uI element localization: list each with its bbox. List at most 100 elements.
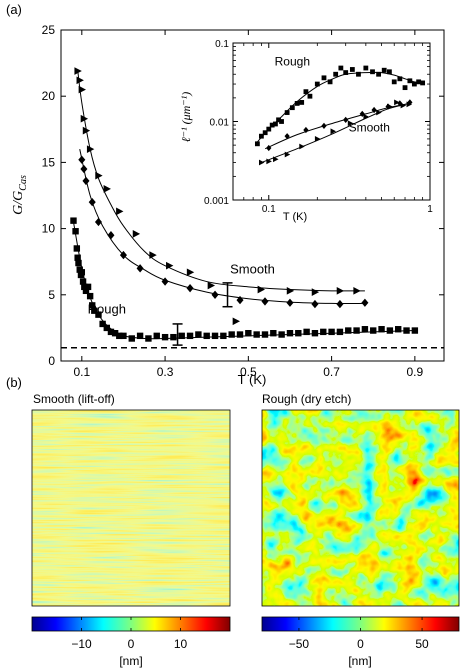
main-point-square	[170, 333, 177, 341]
main-annotation-rough: Rough	[88, 301, 126, 316]
inset-point-square	[420, 80, 426, 86]
main-point-square	[236, 331, 244, 338]
main-point-square	[75, 259, 82, 267]
main-point-square	[79, 278, 87, 285]
main-point-square	[203, 332, 210, 340]
inset-point-square	[294, 101, 300, 106]
inset-plot-frame	[232, 42, 431, 201]
main-x-tick-label: 0.5	[240, 365, 257, 379]
main-point-diamond	[236, 295, 244, 305]
main-point-square	[82, 287, 90, 295]
inset-point-triangle-right	[273, 156, 279, 163]
main-point-triangle-right	[311, 288, 320, 296]
main-point-diamond	[94, 217, 102, 227]
main-point-square	[186, 332, 194, 340]
main-point-square	[345, 327, 352, 334]
main-point-square	[228, 331, 235, 338]
main-point-square	[295, 329, 302, 337]
inset-point-square	[397, 76, 403, 82]
smooth-map-title: Smooth (lift-off)	[33, 392, 115, 406]
main-point-diamond	[80, 164, 88, 174]
rough-map-frame	[261, 409, 460, 607]
main-point-square	[195, 331, 202, 338]
main-point-triangle-right	[82, 126, 91, 135]
main-point-square	[72, 228, 79, 235]
main-point-square	[361, 326, 369, 333]
inset-point-triangle-right	[406, 101, 413, 108]
colorbar-tick-label: 0	[128, 637, 135, 651]
main-plot-frame	[60, 29, 445, 362]
inset-point-square	[269, 122, 275, 128]
main-point-square	[70, 217, 77, 224]
main-point-square	[81, 283, 88, 291]
main-point-triangle-right	[232, 317, 241, 326]
main-x-tick-label: 0.1	[73, 365, 90, 379]
main-point-diamond	[78, 155, 86, 164]
inset-x-tick-label: 1	[427, 204, 433, 215]
main-point-square	[111, 329, 119, 337]
main-point-square	[86, 292, 94, 300]
inset-point-triangle-right	[376, 109, 382, 116]
main-y-axis-label: G/GCas	[11, 175, 29, 215]
main-point-square	[253, 331, 260, 338]
main-x-tick-label: 0.9	[407, 365, 424, 379]
main-point-square	[161, 333, 169, 341]
main-point-triangle-right	[166, 261, 174, 270]
main-point-diamond	[186, 284, 194, 293]
inset-point-diamond	[266, 144, 272, 152]
inset-point-triangle-right	[314, 136, 321, 142]
main-point-triangle-right	[353, 286, 361, 295]
main-point-square	[261, 331, 269, 338]
inset-point-square	[279, 119, 284, 124]
main-point-triangle-right	[132, 230, 141, 238]
inset-point-square	[387, 69, 392, 75]
inset-point-square	[327, 79, 333, 85]
main-point-square	[303, 328, 310, 336]
main-point-triangle-right	[78, 85, 86, 94]
main-point-diamond	[311, 299, 319, 309]
main-point-square	[245, 329, 252, 337]
main-point-square	[220, 332, 227, 340]
main-point-triangle-right	[86, 145, 95, 153]
inset-point-square	[254, 141, 260, 147]
inset-point-square	[303, 89, 309, 95]
main-point-square	[336, 328, 344, 336]
main-point-diamond	[107, 231, 115, 240]
inset-point-square	[411, 81, 417, 87]
inset-point-diamond	[321, 122, 327, 129]
main-point-diamond	[211, 290, 219, 299]
inset-point-square	[333, 71, 339, 77]
main-point-diamond	[88, 197, 96, 207]
main-point-square	[95, 311, 102, 318]
inset-point-square	[307, 93, 313, 99]
main-y-label-sub: Cas	[18, 175, 29, 191]
inset-point-square	[321, 75, 327, 81]
main-point-diamond	[286, 298, 294, 307]
inset-point-square	[338, 65, 344, 71]
main-point-triangle-right	[336, 286, 345, 295]
smooth-height-map	[31, 409, 231, 607]
main-point-triangle-right	[116, 207, 124, 216]
colorbar-tick-label: −50	[289, 637, 310, 651]
main-point-triangle-right	[74, 67, 82, 75]
rough-colorbar: −50 0 50 [nm]	[261, 616, 460, 668]
inset-point-square	[370, 69, 375, 75]
inset-point-diamond	[303, 126, 309, 134]
inset-point-triangle-right	[347, 120, 354, 127]
inset-point-square	[299, 100, 305, 105]
main-point-square	[320, 328, 327, 336]
main-y-tick-label: 15	[42, 155, 56, 169]
main-point-square	[91, 307, 98, 314]
inset-y-axis-label: ℓ⁻¹ (μm⁻¹)	[179, 92, 193, 143]
main-point-square	[328, 328, 335, 336]
colorbar-tick-label: −10	[71, 637, 92, 651]
inset-point-triangle-right	[394, 99, 400, 106]
smooth-map-frame	[31, 409, 231, 607]
main-x-axis-label: T (K)	[238, 372, 267, 387]
main-point-square	[153, 332, 160, 340]
main-point-square	[89, 302, 96, 309]
main-x-tick-label: 0.3	[157, 365, 174, 379]
main-point-square	[395, 326, 402, 333]
inset-point-triangle-right	[266, 158, 272, 165]
